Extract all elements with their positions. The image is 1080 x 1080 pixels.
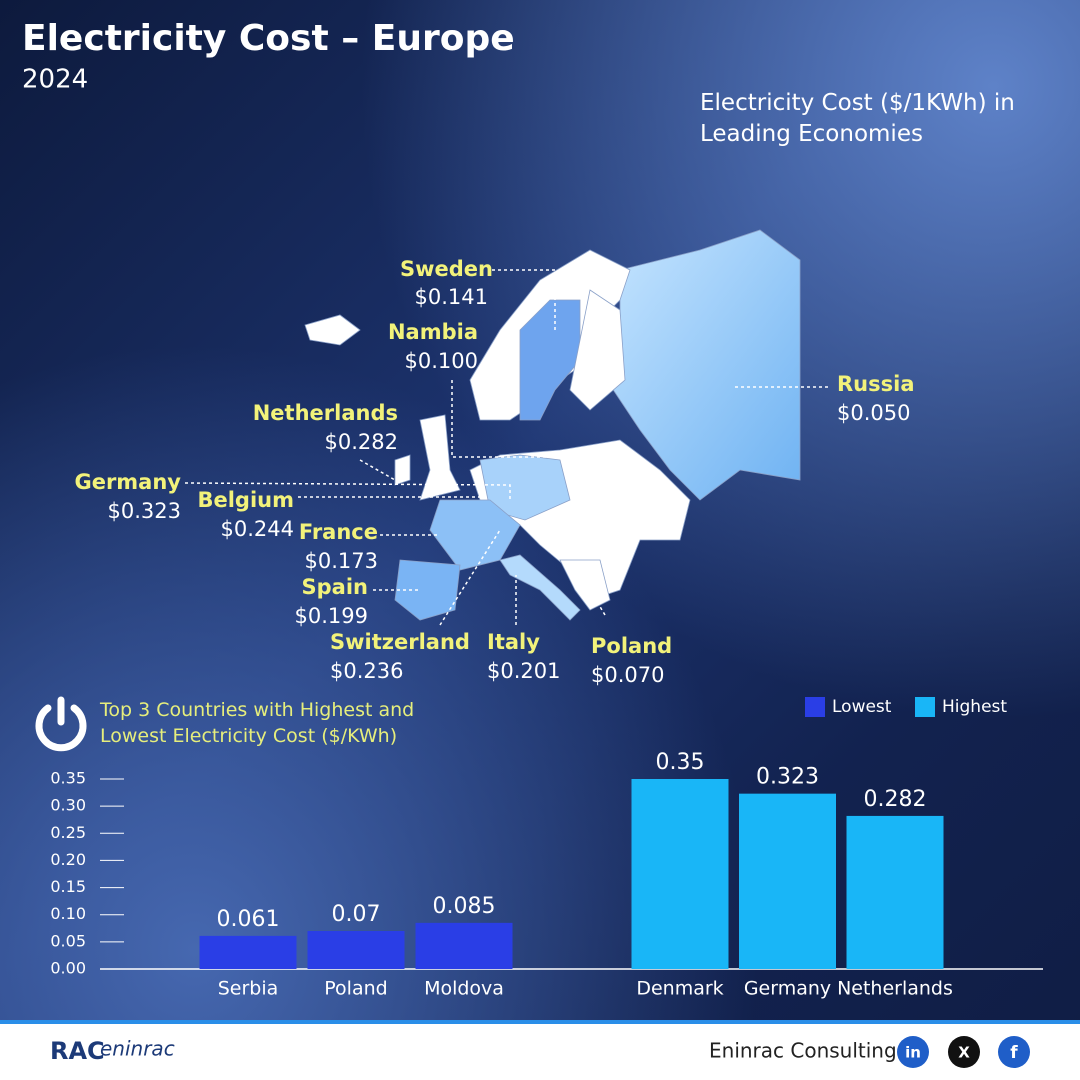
title: Electricity Cost – Europe	[22, 18, 515, 59]
legend-swatch	[805, 697, 825, 717]
x-tick-label: Netherlands	[837, 978, 953, 1000]
value-label: 0.07	[332, 902, 381, 927]
y-tick-label: 0.15	[50, 877, 86, 896]
x-tick-label: Denmark	[636, 978, 723, 1000]
country-name: Sweden	[400, 257, 493, 281]
country-name: Nambia	[388, 320, 478, 344]
country-name: Russia	[837, 372, 915, 396]
y-tick-label: 0.25	[50, 823, 86, 842]
country-price: $0.323	[108, 499, 181, 523]
value-label: 0.35	[656, 750, 705, 775]
x-tick-label: Poland	[324, 978, 387, 1000]
country-name: Germany	[74, 470, 181, 494]
y-tick-label: 0.35	[50, 769, 86, 788]
country-price: $0.282	[325, 430, 398, 454]
legend-label: Highest	[942, 697, 1007, 717]
country-name: Switzerland	[330, 630, 470, 654]
country-price: $0.050	[837, 401, 910, 425]
chart-title: Top 3 Countries with Highest and Lowest …	[100, 699, 415, 747]
country-price: $0.070	[591, 663, 664, 687]
leader-lines	[184, 269, 830, 626]
value-label: 0.282	[864, 787, 927, 812]
subtitle: 2024	[22, 65, 88, 95]
legend-swatch	[915, 697, 935, 717]
country-price: $0.173	[305, 549, 378, 573]
bar	[631, 779, 729, 969]
country-price: $0.100	[405, 349, 478, 373]
x-glyph[interactable]: X	[958, 1044, 970, 1062]
x-tick-label: Germany	[744, 978, 831, 1000]
linkedin-icon[interactable]	[897, 1036, 929, 1068]
bar	[415, 922, 513, 969]
logo-mark: RAC	[50, 1037, 105, 1065]
bar	[846, 815, 944, 969]
country-name: Italy	[487, 630, 540, 654]
x-tick-label: Moldova	[424, 978, 504, 1000]
country-price: $0.199	[295, 604, 368, 628]
country-name: Spain	[302, 575, 368, 599]
power-icon	[35, 696, 87, 752]
value-label: 0.085	[433, 894, 496, 919]
bar	[199, 935, 297, 969]
facebook-glyph[interactable]: f	[1010, 1043, 1018, 1063]
europe-map	[304, 229, 801, 621]
y-tick-label: 0.05	[50, 931, 86, 950]
country-name: Poland	[591, 634, 672, 658]
map-title: Electricity Cost ($/1KWh) in Leading Eco…	[700, 90, 1015, 147]
bar	[739, 793, 836, 969]
facebook-icon[interactable]	[998, 1036, 1030, 1068]
country-price: $0.236	[330, 659, 403, 683]
country-price: $0.141	[415, 285, 488, 309]
logo-text: eninrac	[100, 1037, 175, 1061]
y-tick-label: 0.00	[50, 959, 86, 978]
value-label: 0.323	[756, 765, 819, 790]
country-price: $0.201	[487, 659, 560, 683]
bar	[307, 931, 405, 969]
legend-label: Lowest	[832, 697, 892, 717]
country-name: Netherlands	[253, 401, 398, 425]
country-name: France	[299, 520, 378, 544]
country-name: Belgium	[197, 488, 294, 512]
brand: Eninrac Consulting	[709, 1039, 897, 1063]
linkedin-glyph[interactable]: in	[905, 1044, 921, 1062]
footer-rule	[0, 1020, 1080, 1024]
y-tick-label: 0.20	[50, 850, 86, 869]
value-label: 0.061	[217, 907, 280, 932]
y-tick-label: 0.10	[50, 904, 86, 923]
x-tick-label: Serbia	[218, 978, 279, 1000]
y-tick-label: 0.30	[50, 796, 86, 815]
country-price: $0.244	[221, 517, 294, 541]
x-icon[interactable]	[948, 1036, 980, 1068]
